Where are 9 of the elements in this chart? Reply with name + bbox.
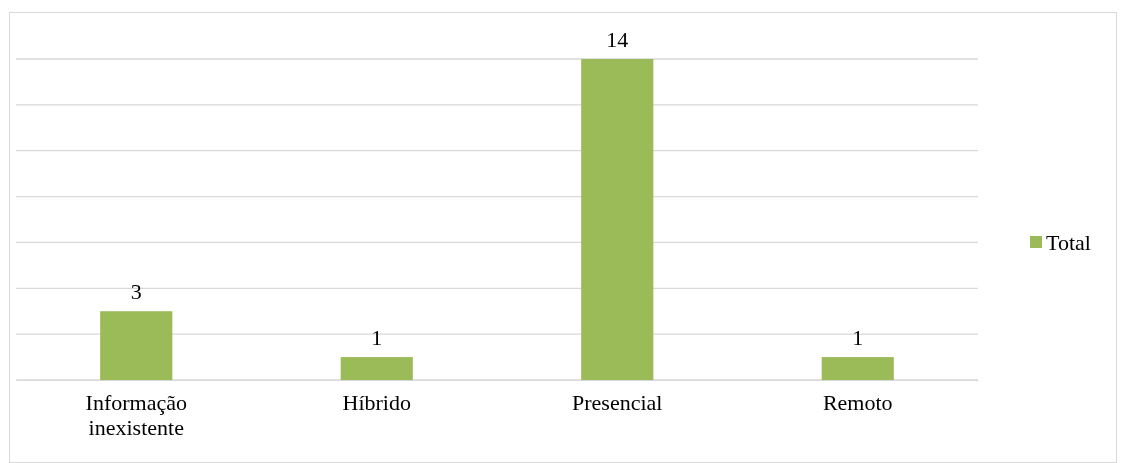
data-label: 1 — [852, 325, 864, 351]
data-label: 14 — [606, 27, 629, 52]
x-tick-label: Informação inexistente — [85, 390, 187, 441]
x-tick-label: Híbrido — [342, 390, 411, 415]
x-tick-label: Remoto — [822, 390, 893, 415]
data-label: 3 — [130, 279, 142, 305]
x-tick-label: Presencial — [572, 390, 663, 415]
legend-label: Total — [1046, 229, 1091, 255]
data-label: 1 — [371, 325, 383, 351]
